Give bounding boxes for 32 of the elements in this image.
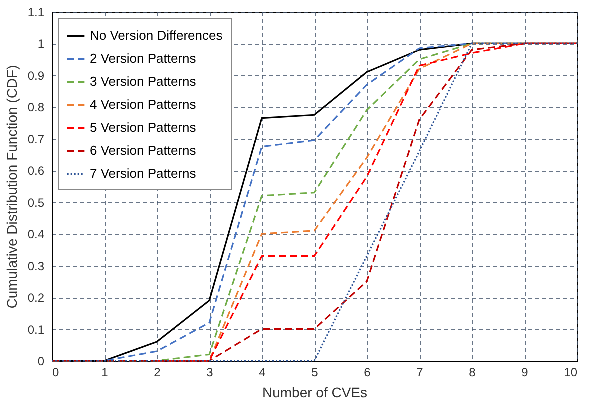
x-tick-label: 6 bbox=[364, 366, 372, 380]
legend-label: No Version Differences bbox=[90, 28, 224, 43]
x-tick-label: 5 bbox=[312, 366, 319, 380]
y-tick-label: 0.3 bbox=[28, 259, 45, 274]
y-tick-label: 1.1 bbox=[28, 6, 45, 20]
y-tick-label: 0.9 bbox=[28, 68, 45, 83]
legend-label: 6 Version Patterns bbox=[90, 143, 197, 158]
legend-label: 4 Version Patterns bbox=[90, 97, 197, 112]
y-tick-label: 0.4 bbox=[28, 228, 45, 242]
y-tick-label: 0.2 bbox=[28, 291, 45, 306]
x-tick-label: 2 bbox=[154, 366, 162, 380]
y-tick-label: 0 bbox=[38, 354, 45, 368]
x-tick-label: 3 bbox=[206, 366, 214, 380]
x-tick-label: 7 bbox=[416, 366, 424, 380]
legend-label: 2 Version Patterns bbox=[90, 51, 197, 66]
y-tick-label: 0.1 bbox=[28, 322, 45, 337]
legend-label: 7 Version Patterns bbox=[90, 166, 197, 181]
legend-label: 5 Version Patterns bbox=[90, 120, 197, 135]
x-tick-label: 10 bbox=[564, 366, 578, 380]
x-axis-title: Number of CVEs bbox=[262, 384, 368, 400]
x-tick-label: 4 bbox=[259, 366, 266, 380]
legend-label: 3 Version Patterns bbox=[90, 74, 197, 89]
x-tick-label: 0 bbox=[52, 366, 60, 380]
y-axis-title: Cumulative Distribution Function (CDF) bbox=[4, 65, 20, 309]
y-tick-label: 0.5 bbox=[28, 196, 45, 210]
y-tick-label: 0.6 bbox=[28, 164, 45, 178]
y-tick-label: 0.8 bbox=[28, 100, 45, 115]
x-tick-label: 1 bbox=[102, 366, 109, 380]
y-tick-label: 1 bbox=[38, 37, 45, 52]
x-tick-label: 9 bbox=[522, 366, 529, 380]
y-tick-label: 0.7 bbox=[28, 132, 45, 146]
x-tick-label: 8 bbox=[469, 366, 476, 380]
